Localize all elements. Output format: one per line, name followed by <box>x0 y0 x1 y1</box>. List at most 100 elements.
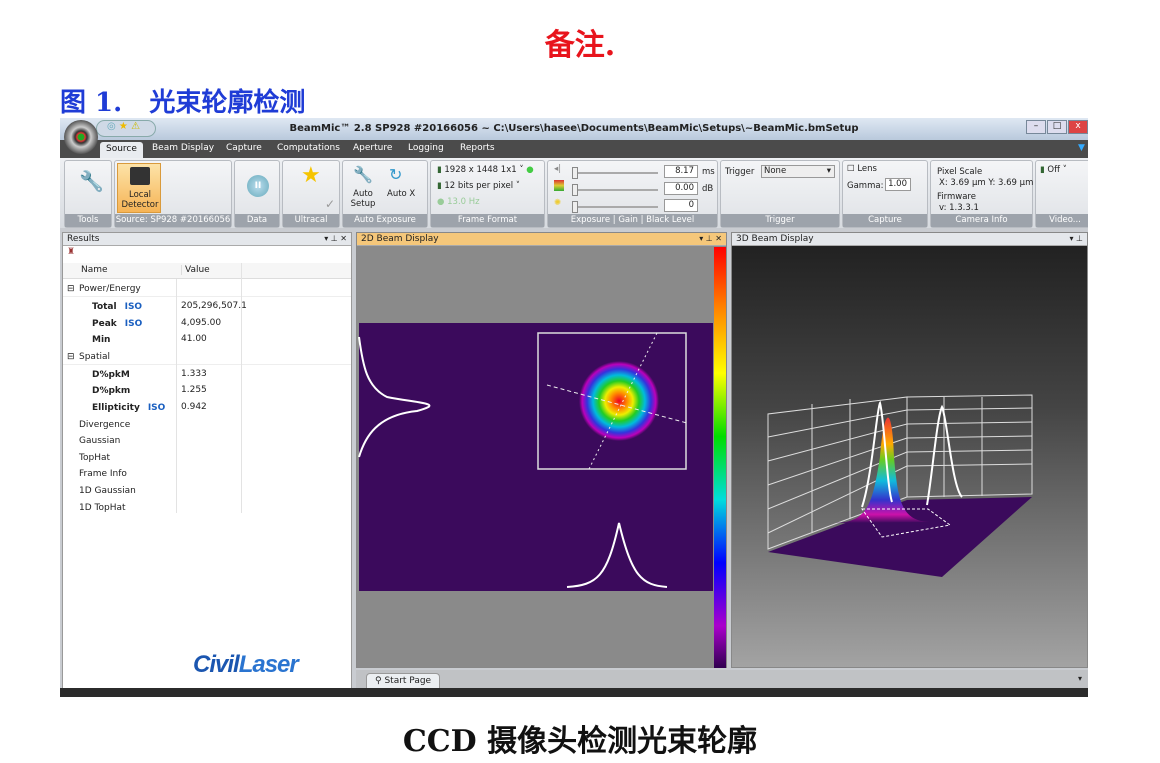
tab-aperture[interactable]: Aperture <box>353 143 393 153</box>
group-camera-info: Pixel Scale X: 3.69 µm Y: 3.69 µm Firmwa… <box>930 160 1033 228</box>
exposure-field[interactable]: 8.17 <box>664 165 698 178</box>
results-row[interactable]: ⊟ Power/Energy <box>63 281 351 297</box>
gamma-field[interactable]: 1.00 <box>885 178 911 191</box>
roi-rectangle <box>537 332 687 470</box>
tab-list-dropdown[interactable]: ▾ <box>1077 674 1082 683</box>
beam-peak <box>832 417 932 523</box>
resolution-dropdown[interactable]: ▮ 1928 x 1448 1x1 ˅ ● <box>437 165 534 175</box>
beam-display-3d-header: 3D Beam Display ▾ ⊥ <box>732 233 1087 246</box>
panel-controls[interactable]: ▾ ⊥ ✕ <box>699 234 722 243</box>
results-row[interactable]: ⊟ Spatial <box>63 349 351 365</box>
results-row[interactable]: Min 41.00 <box>92 334 207 346</box>
panel-controls[interactable]: ▾ ⊥ <box>1069 234 1083 243</box>
local-detector-button[interactable]: Local Detector <box>117 163 161 213</box>
results-row[interactable]: 1D Gaussian <box>79 486 136 496</box>
floor-plane <box>768 497 1032 577</box>
exposure-icon: ◂| <box>554 164 562 174</box>
iso-badge: ISO <box>147 403 166 413</box>
results-row[interactable]: TopHat <box>79 452 110 463</box>
major-axis <box>546 384 688 424</box>
civillaser-logo: CivilLaser <box>193 651 299 678</box>
auto-setup-icon[interactable]: 🔧 <box>353 165 373 184</box>
video-dropdown[interactable]: ▮ Off ˅ <box>1040 165 1067 175</box>
group-trigger: Trigger None ▾ Trigger <box>720 160 840 228</box>
frame-rate: ● 13.0 Hz <box>437 197 480 207</box>
group-exposure: ◂| 8.17 ms 0.00 dB ✺ 0 Exposure | Gain |… <box>547 160 718 228</box>
figure-label: 图 1. 光束轮廓检测 <box>60 88 306 118</box>
gain-field[interactable]: 0.00 <box>664 182 698 195</box>
results-panel: Results ▾ ⊥ ✕ ♜ Name Value ⊟ Power/Energy T… <box>62 232 352 690</box>
results-row[interactable]: Total ISO 205,296,507.1 <box>92 301 247 312</box>
results-row[interactable]: Peak ISO 4,095.00 <box>92 317 222 329</box>
bit-depth-dropdown[interactable]: ▮ 12 bits per pixel ˅ <box>437 181 521 191</box>
check-icon: ✓ <box>325 197 336 211</box>
beam-frame <box>359 323 713 591</box>
black-level-field[interactable]: 0 <box>664 199 698 212</box>
auto-setup-button[interactable]: Auto Setup <box>350 189 376 209</box>
quick-access-toolbar[interactable]: ◎ ★ ⚠ <box>96 120 156 137</box>
auto-x-icon[interactable]: ↻ <box>389 165 403 184</box>
ribbon-tabs: Source Beam Display Capture Computations… <box>60 140 1088 158</box>
results-row[interactable]: Ellipticity ISO 0.942 <box>92 402 207 413</box>
beam-3d-plot[interactable] <box>732 247 1087 668</box>
tab-source[interactable]: Source <box>100 142 143 158</box>
document-tabs: ⚲ Start Page ▾ <box>356 670 1088 688</box>
pause-icon[interactable]: ◎ <box>107 121 116 132</box>
warning-icon[interactable]: ⚠ <box>131 121 141 132</box>
group-auto-exposure: 🔧 Auto Setup ↻ Auto X Auto Exposure <box>342 160 428 228</box>
vertical-profile <box>358 336 431 458</box>
tab-logging[interactable]: Logging <box>408 143 444 153</box>
results-header: Results ▾ ⊥ ✕ <box>63 233 351 246</box>
iso-badge: ISO <box>124 318 143 329</box>
auto-x-button[interactable]: Auto X <box>387 189 416 199</box>
tab-computations[interactable]: Computations <box>277 143 340 153</box>
beam-display-3d-panel: 3D Beam Display ▾ ⊥ <box>731 232 1088 668</box>
results-row[interactable]: Frame Info <box>79 469 127 480</box>
group-data: II Data <box>234 160 280 228</box>
grid-walls <box>767 394 1033 550</box>
exposure-slider[interactable] <box>572 167 658 179</box>
profile-y <box>926 404 963 506</box>
tab-beam-display[interactable]: Beam Display <box>152 143 215 153</box>
minimize-button[interactable]: – <box>1026 120 1046 134</box>
star-icon[interactable]: ★ <box>118 121 128 132</box>
gain-icon <box>554 180 564 191</box>
maximize-button[interactable]: □ <box>1047 120 1067 134</box>
panel-controls[interactable]: ▾ ⊥ ✕ <box>324 234 347 243</box>
group-ultracal: ★ ✓ Ultracal <box>282 160 340 228</box>
collapse-icon[interactable]: ⊟ <box>67 351 75 362</box>
beam-spot <box>579 361 659 441</box>
beam-image[interactable] <box>357 247 726 668</box>
results-row[interactable]: Gaussian <box>79 436 121 447</box>
camera-icon <box>130 167 150 185</box>
horizontal-profile <box>566 522 668 588</box>
pause-button[interactable]: II <box>247 175 269 197</box>
trigger-select[interactable]: None ▾ <box>761 165 835 178</box>
collapse-icon[interactable]: ⊟ <box>67 284 75 294</box>
tab-capture[interactable]: Capture <box>226 143 262 153</box>
ultracal-star-icon[interactable]: ★ <box>301 163 321 188</box>
tools-wrench-icon[interactable]: 🔧 <box>79 169 104 193</box>
ribbon: 🔧 Tools Local Detector Source: SP928 #20… <box>60 158 1088 228</box>
close-button[interactable]: x <box>1068 120 1088 134</box>
lens-checkbox[interactable]: ☐ Lens <box>847 164 877 174</box>
beam-display-2d-panel: 2D Beam Display ▾ ⊥ ✕ <box>356 232 727 668</box>
results-row[interactable]: 1D TopHat <box>79 502 126 513</box>
app-orb-icon[interactable] <box>64 120 98 154</box>
results-row[interactable]: D%pkm 1.255 <box>92 385 207 397</box>
note-heading: 备注. <box>544 28 616 63</box>
help-icon[interactable]: ▼ <box>1078 143 1085 153</box>
tab-reports[interactable]: Reports <box>460 143 495 153</box>
results-row[interactable]: D%pkM 1.333 <box>92 368 207 380</box>
results-toolbar-icon[interactable]: ♜ <box>67 247 76 257</box>
figure-caption: CCD 摄像头检测光束轮廓 <box>402 724 758 759</box>
group-capture: ☐ Lens Gamma: 1.00 Capture <box>842 160 928 228</box>
title-bar: BeamMic™ 2.8 SP928 #20166056 ~ C:\Users\… <box>60 118 1088 140</box>
results-row[interactable]: Divergence <box>79 419 131 430</box>
black-level-slider[interactable] <box>572 201 658 213</box>
group-frame-format: ▮ 1928 x 1448 1x1 ˅ ● ▮ 12 bits per pixe… <box>430 160 545 228</box>
color-scale-bar <box>714 247 726 668</box>
gain-slider[interactable] <box>572 184 658 196</box>
beam-display-2d-header: 2D Beam Display ▾ ⊥ ✕ <box>357 233 726 246</box>
tab-start-page[interactable]: ⚲ Start Page <box>366 673 441 688</box>
